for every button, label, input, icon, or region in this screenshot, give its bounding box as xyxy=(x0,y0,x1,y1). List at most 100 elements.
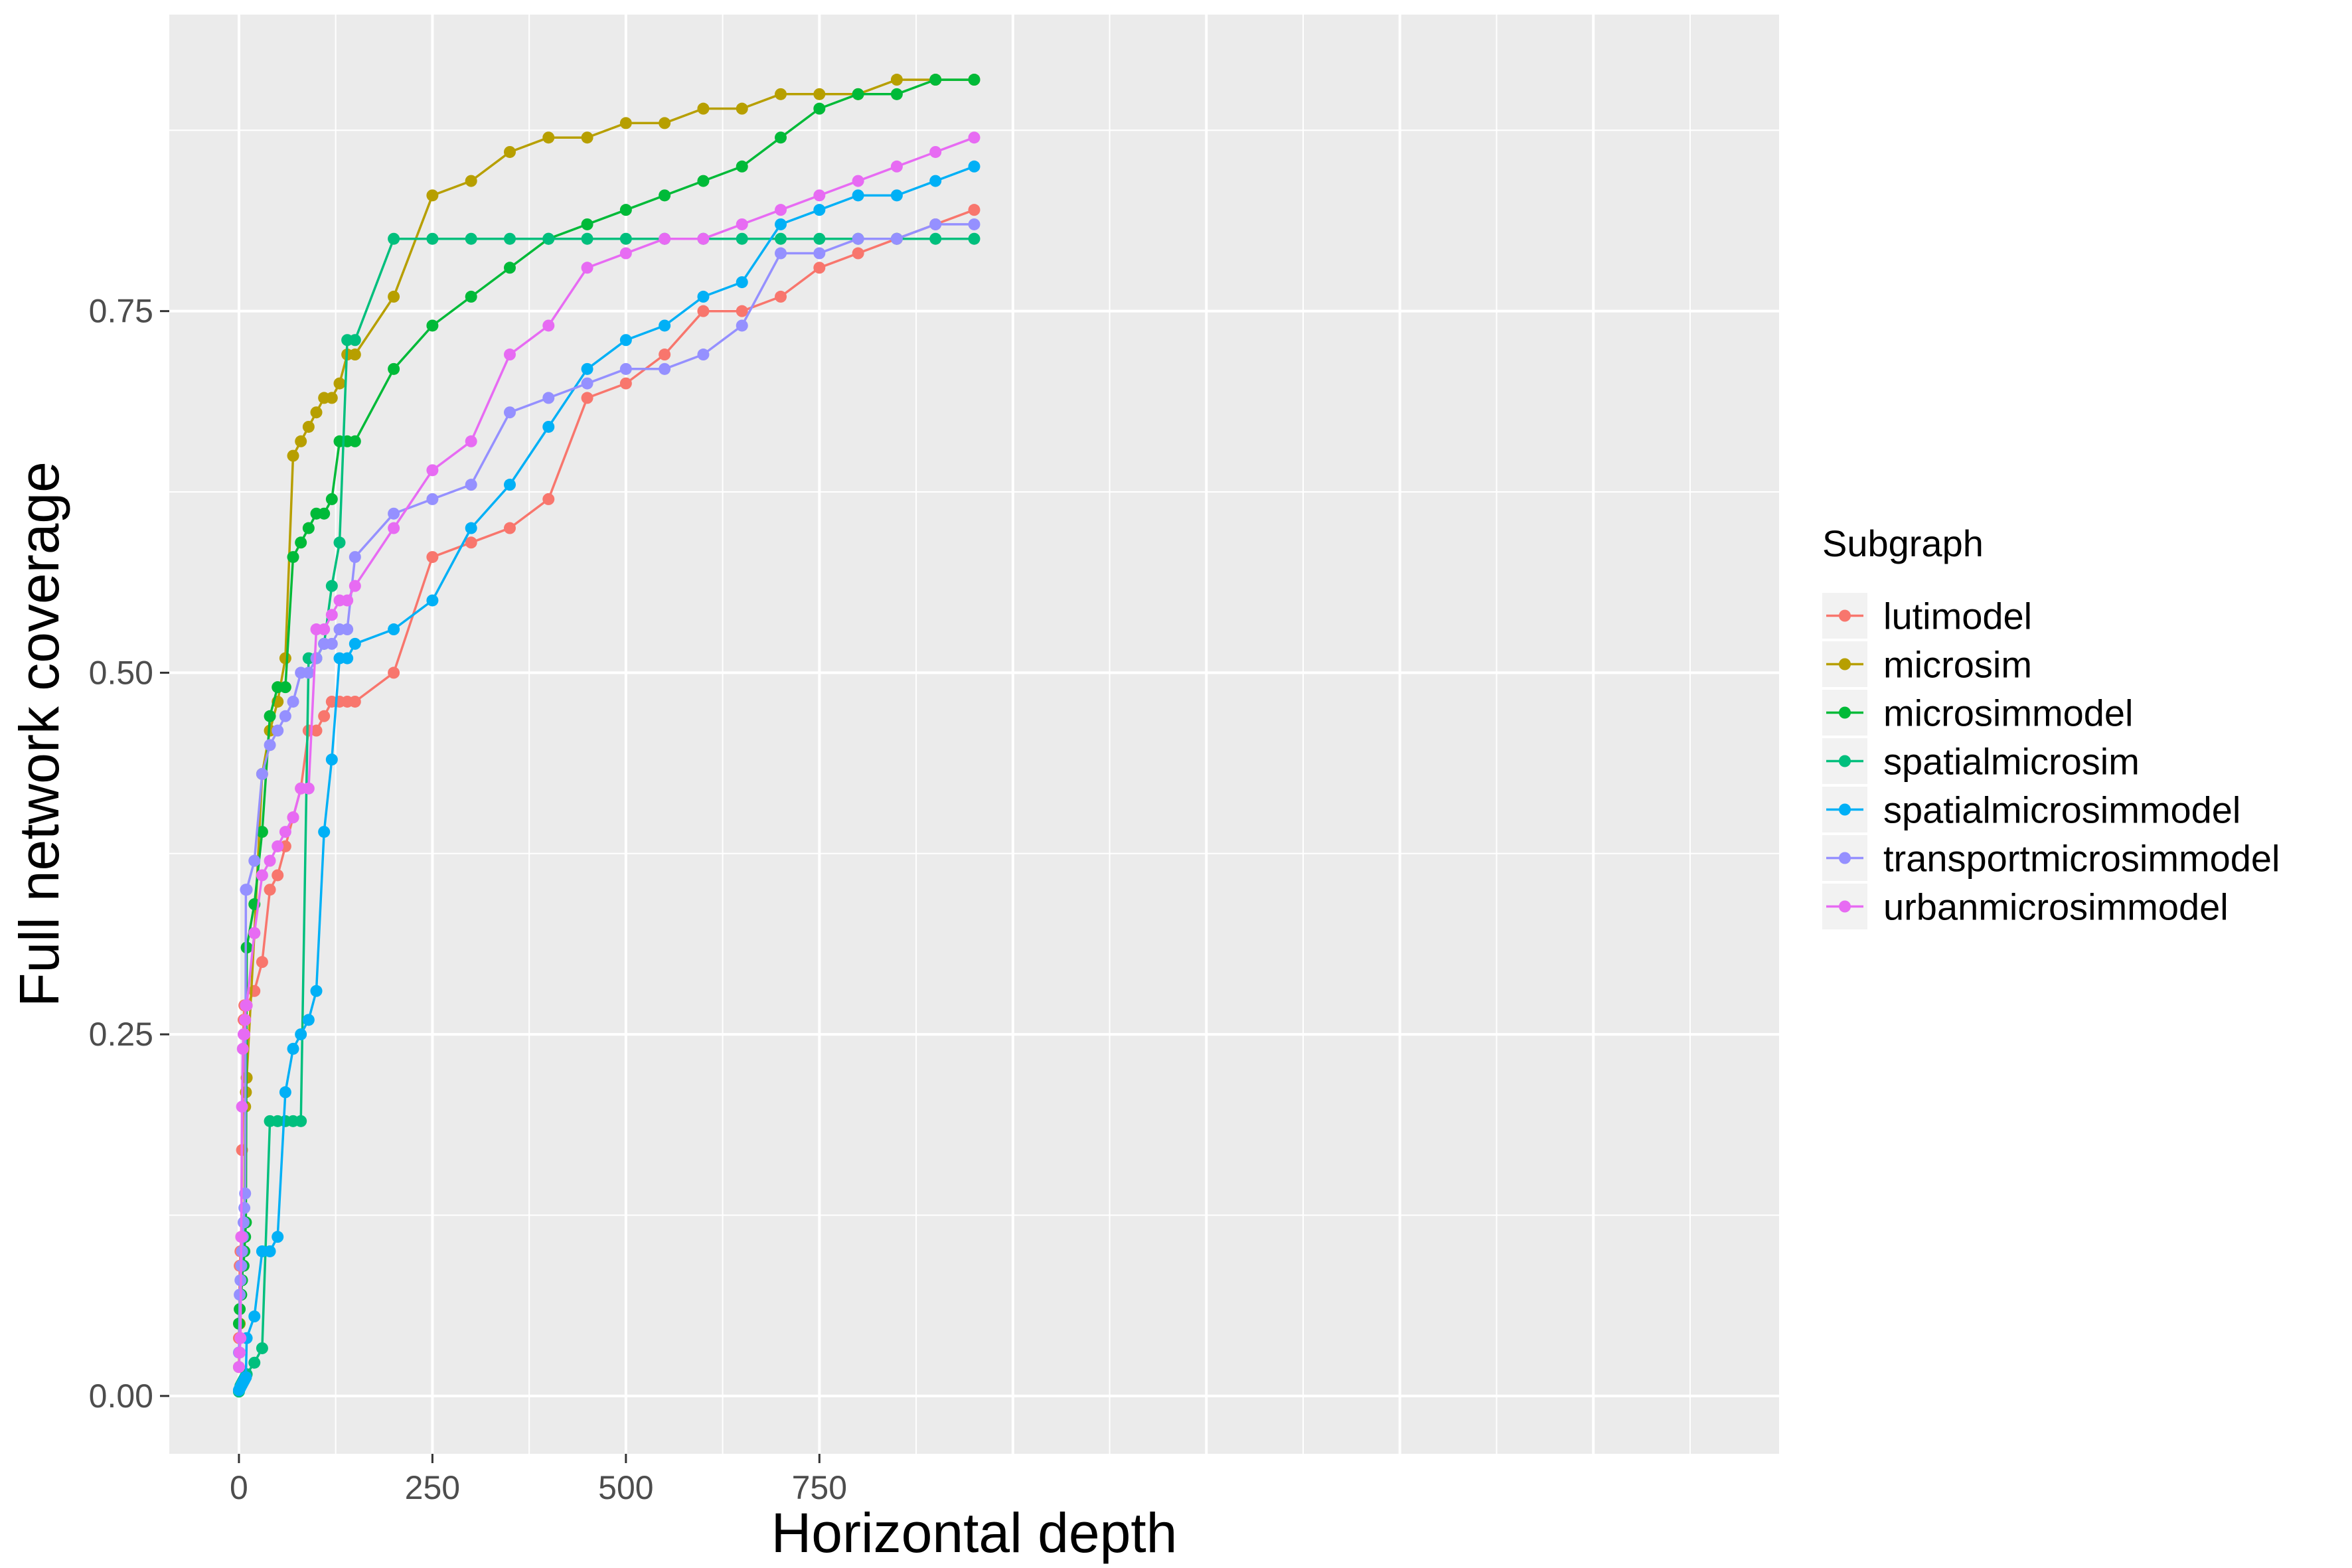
data-point-spatialmicrosimmodel xyxy=(426,594,439,607)
series-layer xyxy=(232,74,980,1398)
data-point-spatialmicrosimmodel xyxy=(465,522,477,534)
data-point-spatialmicrosim xyxy=(968,232,980,245)
data-point-spatialmicrosim xyxy=(388,232,400,245)
data-point-lutimodel xyxy=(465,536,477,549)
data-point-spatialmicrosimmodel xyxy=(619,334,632,347)
legend-key-point xyxy=(1839,803,1851,816)
legend-item-spatialmicrosim: spatialmicrosim xyxy=(1822,738,2140,784)
data-point-spatialmicrosimmodel xyxy=(968,160,980,173)
data-point-urbanmicrosimmodel xyxy=(272,840,284,852)
series-spatialmicrosimmodel xyxy=(232,160,980,1397)
data-point-spatialmicrosimmodel xyxy=(736,276,748,289)
data-point-transportmicrosimmodel xyxy=(968,218,980,230)
legend-title: Subgraph xyxy=(1822,522,1984,564)
data-point-spatialmicrosimmodel xyxy=(852,189,864,202)
data-point-spatialmicrosimmodel xyxy=(659,319,671,332)
data-point-lutimodel xyxy=(426,551,439,564)
legend-label: spatialmicrosimmodel xyxy=(1883,789,2240,831)
data-point-spatialmicrosimmodel xyxy=(318,826,331,838)
data-point-spatialmicrosimmodel xyxy=(388,623,400,636)
data-point-spatialmicrosimmodel xyxy=(929,175,942,187)
y-tick-label: 0.25 xyxy=(89,1016,153,1053)
data-point-spatialmicrosim xyxy=(349,334,361,347)
data-point-lutimodel xyxy=(775,290,787,303)
data-point-transportmicrosimmodel xyxy=(503,406,516,419)
data-point-urbanmicrosimmodel xyxy=(890,160,903,173)
data-point-transportmicrosimmodel xyxy=(248,854,261,867)
data-point-transportmicrosimmodel xyxy=(349,551,361,564)
data-point-spatialmicrosim xyxy=(325,580,338,592)
data-point-transportmicrosimmodel xyxy=(890,232,903,245)
data-point-urbanmicrosimmodel xyxy=(264,854,276,867)
data-point-spatialmicrosimmodel xyxy=(302,1014,315,1026)
legend-label: microsimmodel xyxy=(1883,692,2134,734)
data-point-microsim xyxy=(295,435,307,447)
data-point-microsim xyxy=(813,88,826,100)
legend-key-point xyxy=(1839,852,1851,864)
data-point-spatialmicrosimmodel xyxy=(264,1245,276,1257)
data-point-microsimmodel xyxy=(325,493,338,505)
data-point-lutimodel xyxy=(310,724,323,737)
data-point-lutimodel xyxy=(581,392,593,404)
data-point-urbanmicrosimmodel xyxy=(238,1028,251,1041)
data-point-microsim xyxy=(310,406,323,419)
data-point-microsim xyxy=(279,652,291,665)
x-tick-label: 0 xyxy=(230,1469,248,1506)
data-point-urbanmicrosimmodel xyxy=(235,1231,248,1243)
data-point-microsimmodel xyxy=(929,74,942,86)
data-point-spatialmicrosim xyxy=(581,232,593,245)
y-tick-label: 0.75 xyxy=(89,293,153,330)
data-point-urbanmicrosimmodel xyxy=(239,1014,252,1026)
data-point-spatialmicrosimmodel xyxy=(775,218,787,230)
data-point-transportmicrosimmodel xyxy=(279,710,291,722)
data-point-microsimmodel xyxy=(295,536,307,549)
legend-key-point xyxy=(1839,658,1851,670)
minor-gridlines xyxy=(169,15,1779,1454)
data-point-urbanmicrosimmodel xyxy=(581,262,593,274)
data-point-spatialmicrosimmodel xyxy=(581,362,593,375)
data-point-spatialmicrosim xyxy=(619,232,632,245)
data-point-microsim xyxy=(697,102,710,115)
data-point-microsimmodel xyxy=(256,826,268,838)
data-point-spatialmicrosimmodel xyxy=(349,637,361,650)
data-point-urbanmicrosimmodel xyxy=(279,826,291,838)
data-point-urbanmicrosimmodel xyxy=(287,811,299,824)
data-point-spatialmicrosimmodel xyxy=(325,753,338,766)
data-point-spatialmicrosim xyxy=(929,232,942,245)
x-tick-label: 500 xyxy=(598,1469,653,1506)
data-point-spatialmicrosim xyxy=(333,536,346,549)
data-point-microsimmodel xyxy=(302,522,315,534)
data-point-urbanmicrosimmodel xyxy=(240,999,253,1012)
data-point-urbanmicrosimmodel xyxy=(503,349,516,361)
data-point-microsimmodel xyxy=(465,290,477,303)
legend-label: spatialmicrosim xyxy=(1883,741,2140,783)
data-point-transportmicrosimmodel xyxy=(237,1216,250,1229)
data-point-microsim xyxy=(325,392,338,404)
data-point-spatialmicrosim xyxy=(736,232,748,245)
legend-item-lutimodel: lutimodel xyxy=(1822,593,2032,639)
data-point-microsimmodel xyxy=(349,435,361,447)
data-point-microsimmodel xyxy=(813,102,826,115)
data-point-urbanmicrosimmodel xyxy=(736,218,748,230)
data-point-lutimodel xyxy=(388,666,400,679)
legend-key-point xyxy=(1839,755,1851,767)
data-point-spatialmicrosimmodel xyxy=(503,479,516,491)
data-point-microsimmodel xyxy=(736,160,748,173)
data-point-transportmicrosimmodel xyxy=(240,884,253,896)
data-point-lutimodel xyxy=(272,869,284,882)
data-point-microsimmodel xyxy=(581,218,593,230)
data-point-microsimmodel xyxy=(968,74,980,86)
data-point-microsimmodel xyxy=(279,681,291,694)
data-point-transportmicrosimmodel xyxy=(264,739,276,751)
legend-label: transportmicrosimmodel xyxy=(1883,838,2280,880)
data-point-microsim xyxy=(426,189,439,202)
data-point-urbanmicrosimmodel xyxy=(852,175,864,187)
data-point-transportmicrosimmodel xyxy=(929,218,942,230)
data-point-spatialmicrosim xyxy=(775,232,787,245)
data-point-urbanmicrosimmodel xyxy=(929,145,942,158)
data-point-urbanmicrosimmodel xyxy=(426,464,439,477)
data-point-urbanmicrosimmodel xyxy=(236,1042,249,1055)
data-point-transportmicrosimmodel xyxy=(542,392,555,404)
data-point-spatialmicrosimmodel xyxy=(295,1028,307,1041)
data-point-microsim xyxy=(503,145,516,158)
